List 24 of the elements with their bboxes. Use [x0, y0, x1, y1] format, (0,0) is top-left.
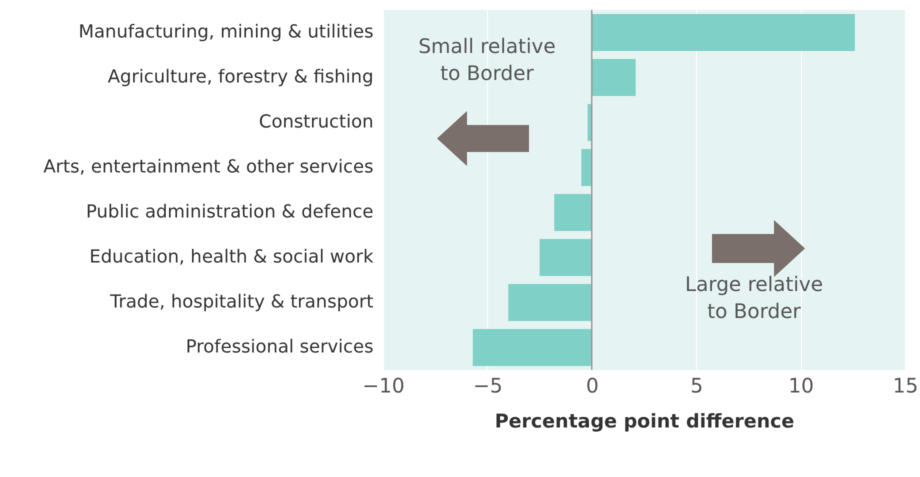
y-tick-label: Public administration & defence: [86, 202, 374, 222]
y-tick-label: Education, health & social work: [89, 246, 374, 268]
x-tick-label: 5: [690, 374, 704, 398]
y-tick-label: Arts, entertainment & other services: [43, 156, 374, 178]
y-tick-label: Agriculture, forestry & fishing: [108, 66, 374, 88]
bar: [581, 149, 592, 186]
y-tick-label: Manufacturing, mining & utilities: [78, 22, 374, 42]
x-axis-title: Percentage point difference: [494, 410, 794, 432]
x-tick-label: 0: [586, 374, 599, 398]
x-tick-label: −5: [473, 374, 503, 398]
x-tick-label: 10: [788, 374, 814, 398]
x-tick-label: −10: [362, 374, 405, 398]
y-tick-label: Professional services: [186, 336, 374, 358]
bar: [540, 239, 592, 276]
bar: [554, 194, 592, 231]
x-tick-label: 15: [892, 374, 918, 398]
annotation: Large relative to Border: [684, 272, 824, 323]
bar: [592, 14, 855, 51]
annotation: Small relative to Border: [418, 34, 556, 85]
bar: [508, 284, 592, 321]
bar: [592, 59, 636, 96]
y-tick-label: Trade, hospitality & transport: [109, 292, 374, 312]
bar: [472, 329, 592, 366]
y-tick-label: Construction: [258, 112, 374, 132]
